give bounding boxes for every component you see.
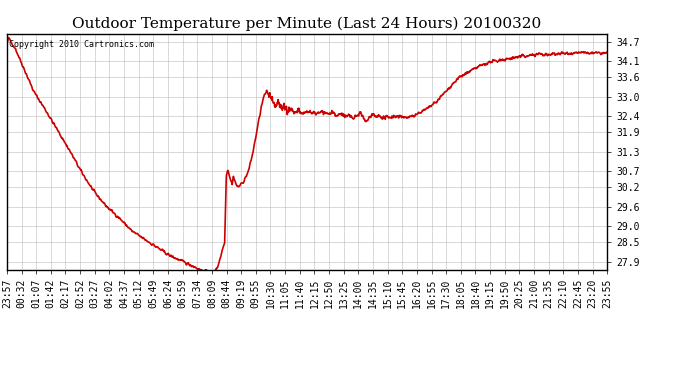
Title: Outdoor Temperature per Minute (Last 24 Hours) 20100320: Outdoor Temperature per Minute (Last 24 … <box>72 17 542 31</box>
Text: Copyright 2010 Cartronics.com: Copyright 2010 Cartronics.com <box>9 40 154 49</box>
